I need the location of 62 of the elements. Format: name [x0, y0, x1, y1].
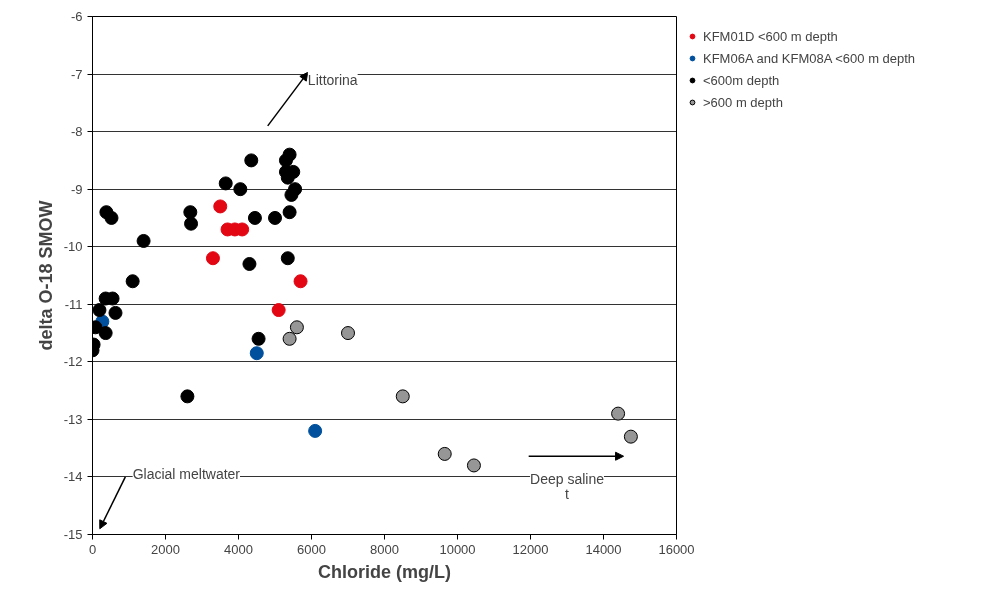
point — [268, 210, 282, 225]
x-axis-title: Chloride (mg/L) — [318, 561, 452, 582]
point — [289, 320, 304, 335]
point — [108, 305, 123, 320]
x-tick-label: 14000 — [585, 541, 622, 557]
point — [242, 257, 257, 271]
annotation: Deep saline t — [530, 471, 605, 502]
y-axis-title: delta O-18 SMOW — [35, 200, 56, 351]
x-tick-label: 8000 — [370, 541, 399, 557]
y-tick-label: -10 — [63, 239, 83, 255]
point — [271, 303, 286, 318]
point — [244, 153, 259, 168]
x-tick-label: 4000 — [224, 541, 253, 557]
point — [280, 251, 295, 266]
legend-label: KFM06A and KFM08A <600 m depth — [703, 50, 916, 66]
y-tick-label: -7 — [70, 66, 83, 82]
point — [611, 406, 626, 421]
point — [218, 176, 233, 191]
y-tick-label: -6 — [70, 9, 83, 24]
point — [284, 187, 299, 202]
point — [247, 210, 262, 225]
point — [183, 205, 198, 220]
point — [341, 326, 355, 341]
point — [466, 458, 481, 473]
point — [282, 205, 297, 220]
y-tick-label: -8 — [70, 124, 83, 140]
x-tick-label: 0 — [88, 541, 97, 557]
y-tick-label: -12 — [63, 354, 83, 370]
point — [98, 326, 113, 341]
annotation: Littorina — [307, 71, 358, 88]
point — [623, 429, 638, 444]
point — [251, 331, 266, 346]
point — [249, 346, 264, 361]
y-tick-label: -13 — [63, 411, 83, 427]
y-tick-label: -14 — [63, 469, 83, 485]
x-tick-label: 6000 — [297, 541, 326, 557]
point — [213, 199, 228, 214]
point — [308, 423, 323, 438]
point — [184, 216, 199, 231]
annotation: Glacial meltwater — [132, 466, 241, 483]
legend-label: KFM01D <600 m depth — [703, 28, 838, 44]
point — [293, 274, 308, 289]
point — [104, 210, 119, 225]
y-tick-label: -11 — [64, 296, 83, 312]
point — [92, 303, 107, 318]
y-tick-label: -15 — [63, 527, 83, 542]
x-tick-label: 10000 — [439, 541, 476, 557]
y-tick-label: -9 — [70, 181, 83, 197]
legend-label: >600 m depth — [703, 94, 783, 110]
point — [205, 251, 220, 266]
point — [136, 233, 151, 248]
x-tick-label: 2000 — [151, 541, 180, 557]
point — [180, 389, 195, 404]
point — [278, 153, 293, 168]
point — [282, 331, 297, 346]
x-tick-label: 16000 — [658, 541, 695, 557]
point — [437, 446, 452, 461]
x-tick-label: 12000 — [512, 541, 549, 557]
legend-label: <600m depth — [703, 72, 780, 88]
point — [233, 182, 248, 197]
point — [395, 389, 410, 404]
point — [125, 274, 140, 289]
